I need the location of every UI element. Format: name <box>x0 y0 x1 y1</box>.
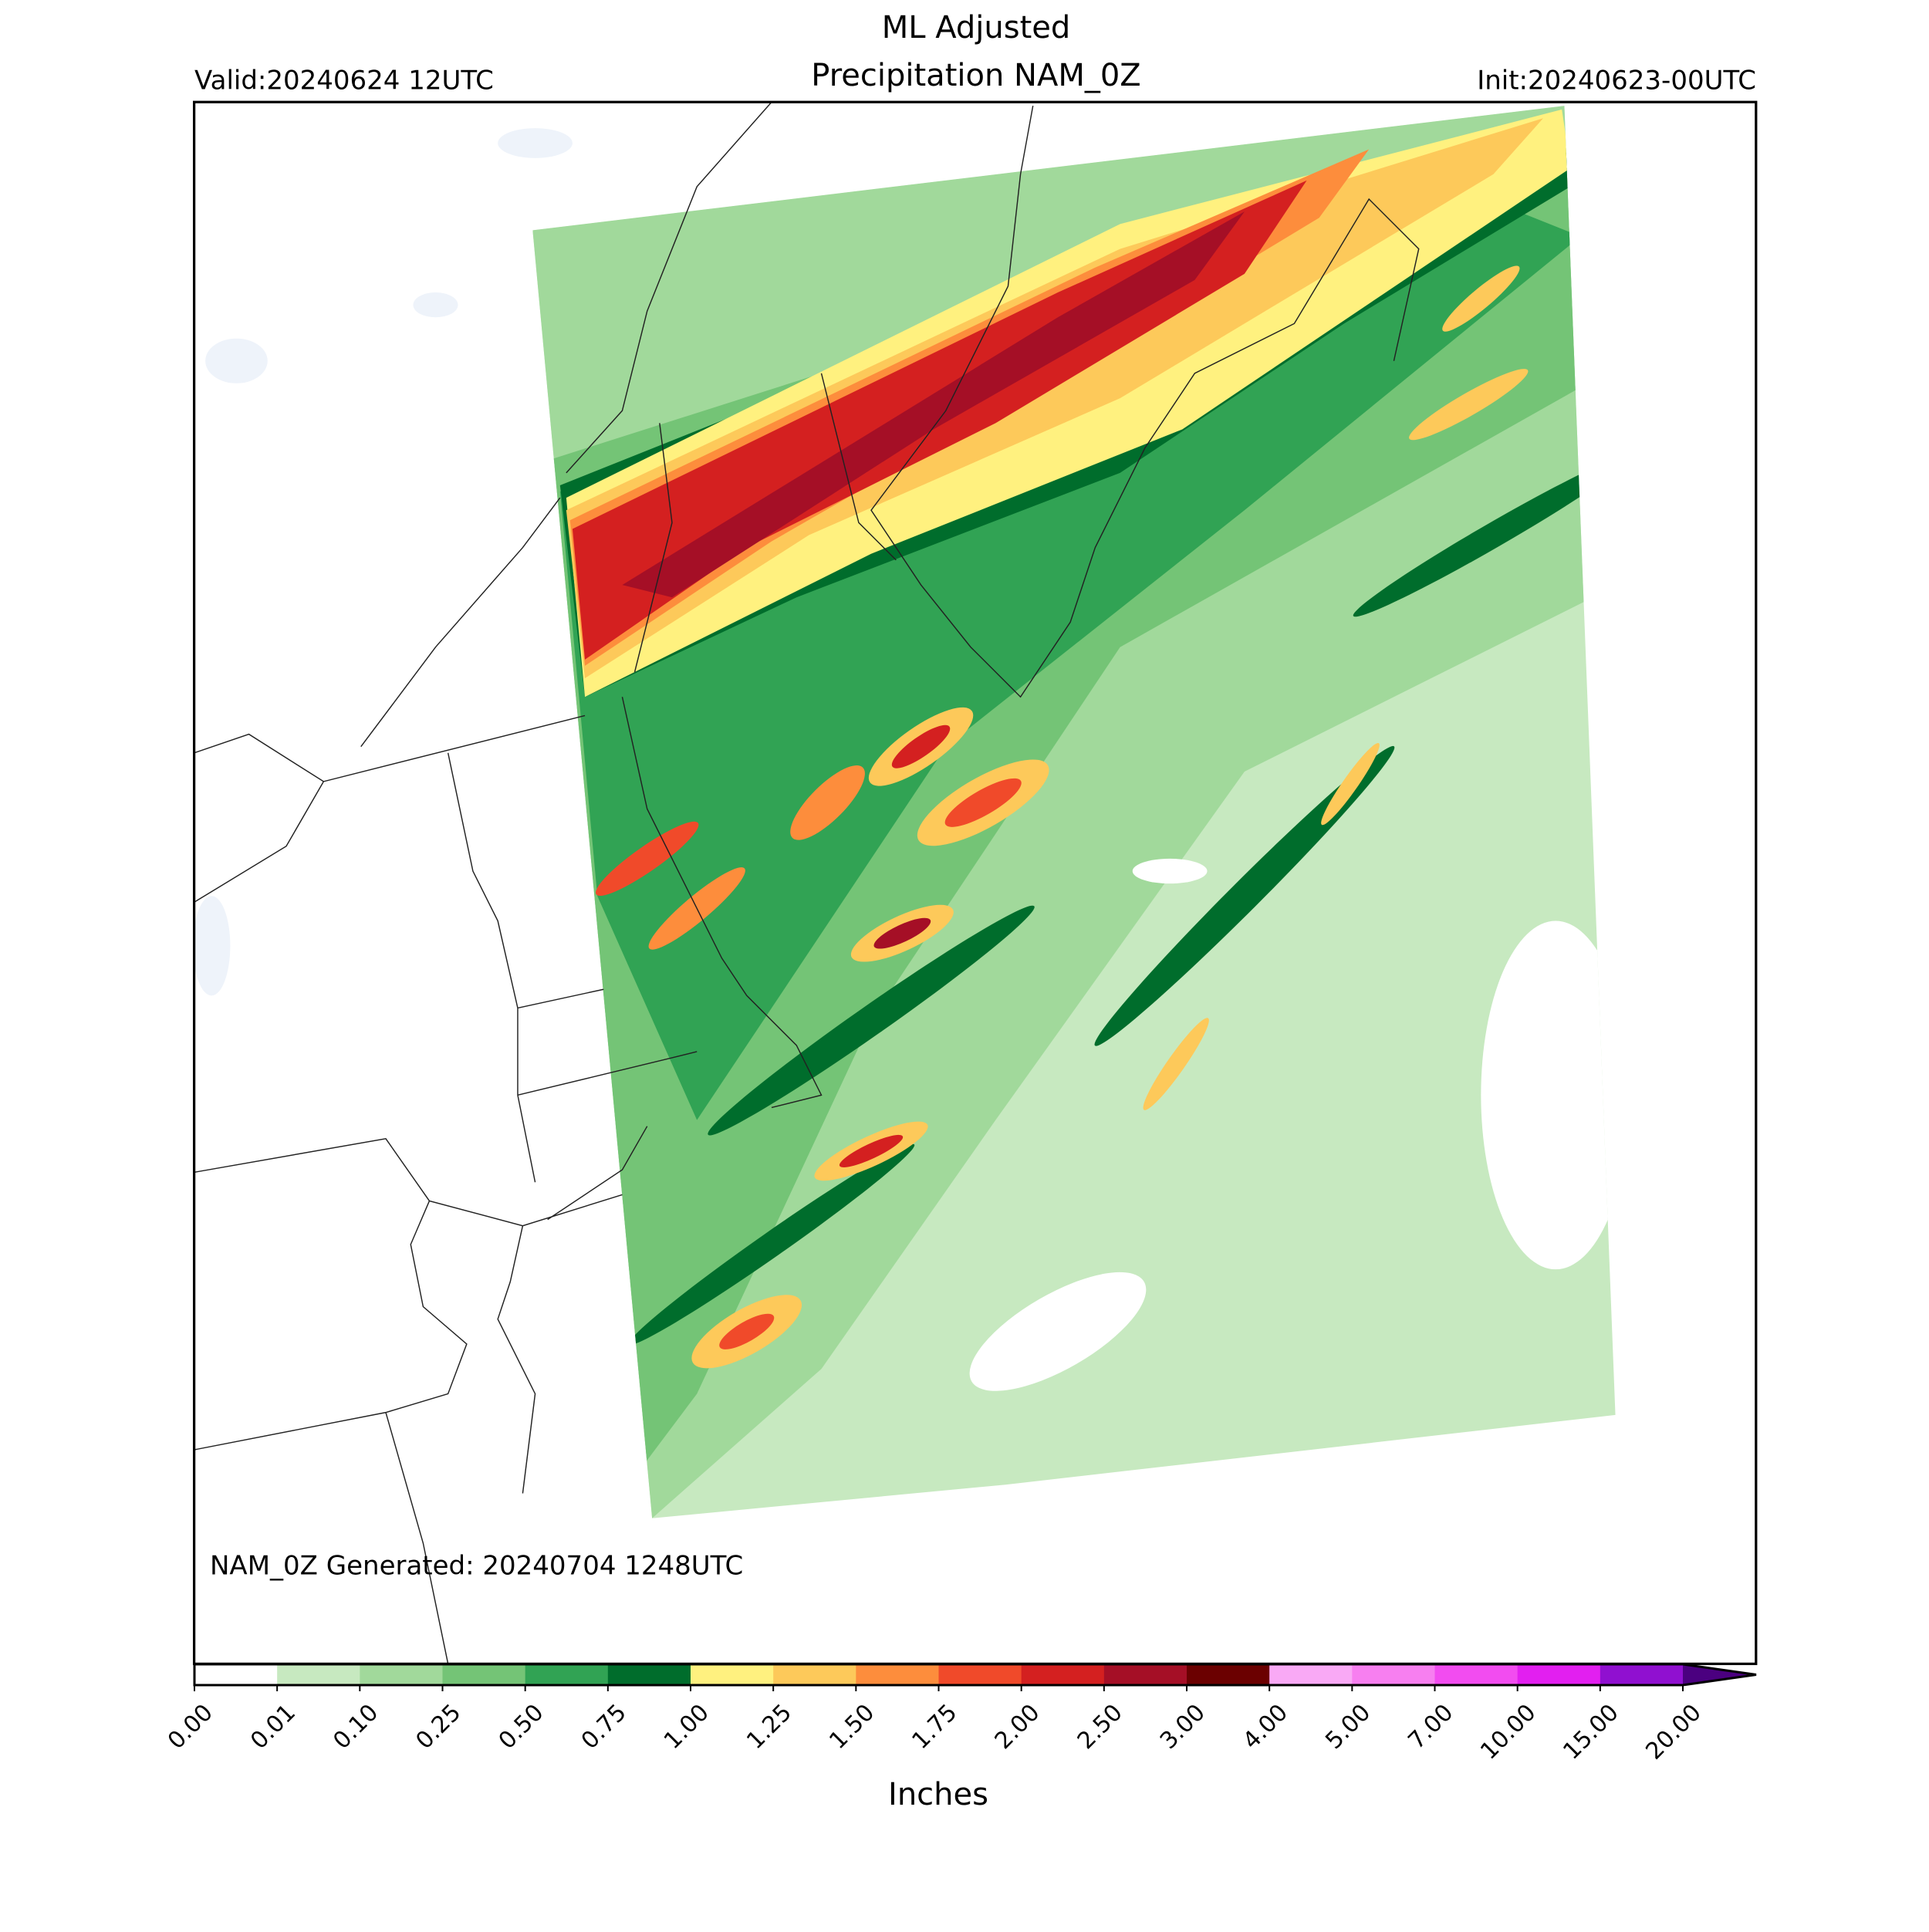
colorbar-segment <box>442 1664 526 1685</box>
colorbar-segment <box>938 1664 1022 1685</box>
colorbar-segment <box>1103 1664 1187 1685</box>
colorbar-tick-label: 3.00 <box>1155 1699 1211 1755</box>
title: Precipitation NAM_0Z <box>811 58 1140 93</box>
colorbar-segment <box>1187 1664 1270 1685</box>
valid-time: Valid:20240624 12UTC <box>194 66 494 96</box>
colorbar-segment <box>1517 1664 1601 1685</box>
title: ML Adjusted <box>882 10 1071 46</box>
storm-cells <box>596 265 1529 1369</box>
colorbar-segment <box>1352 1664 1435 1685</box>
colorbar-tick-label: 0.50 <box>494 1699 549 1755</box>
precip-field <box>532 106 1616 1518</box>
colorbar-segment <box>856 1664 939 1685</box>
colorbar-tick-label: 5.00 <box>1320 1699 1376 1755</box>
colorbar-tick-label: 0.01 <box>245 1699 301 1755</box>
colorbar-tick-label: 15.00 <box>1558 1699 1623 1765</box>
colorbar-tick-label: 1.00 <box>659 1699 715 1755</box>
colorbar-segment <box>194 1664 278 1685</box>
colorbar-tick-label: 1.25 <box>742 1699 797 1755</box>
colorbar-tick-label: 0.10 <box>328 1699 383 1755</box>
map <box>192 100 1758 1666</box>
lakes <box>194 128 573 996</box>
generated-note: NAM_0Z Generated: 20240704 1248UTC <box>210 1551 743 1582</box>
colorbar-label: Inches <box>888 1777 988 1812</box>
boundaries <box>194 102 1420 1664</box>
colorbar-tick-label: 2.50 <box>1073 1699 1128 1755</box>
colorbar-tick-label: 4.00 <box>1238 1699 1293 1755</box>
colorbar-tick-label: 7.00 <box>1403 1699 1458 1755</box>
colorbar-segment <box>1600 1664 1684 1685</box>
colorbar-tick-label: 1.50 <box>824 1699 880 1755</box>
colorbar-tick-label: 1.75 <box>907 1699 962 1755</box>
colorbar: 0.00 0.01 0.10 0.25 0.50 0.75 1.00 1.25 1.50 1.75… <box>163 1663 1757 1765</box>
colorbar-tick-label: 0.75 <box>576 1699 632 1755</box>
colorbar-segment <box>773 1664 856 1685</box>
colorbar-extend <box>1683 1664 1756 1685</box>
colorbar-segment <box>360 1664 443 1685</box>
colorbar-segment <box>1021 1664 1105 1685</box>
colorbar-segment <box>607 1664 691 1685</box>
colorbar-outline <box>193 1663 1757 1687</box>
colorbar-tick-label: 0.00 <box>163 1699 218 1755</box>
colorbar-tick-label: 2.00 <box>990 1699 1046 1755</box>
colorbar-segment <box>1269 1664 1353 1685</box>
init-time: Init:20240623-00UTC <box>1477 66 1756 96</box>
colorbar-segment <box>1434 1664 1519 1685</box>
colorbar-segment <box>691 1664 774 1685</box>
colorbar-segment <box>525 1664 609 1685</box>
colorbar-tick-label: 20.00 <box>1640 1699 1706 1765</box>
colorbar-tick-label: 10.00 <box>1475 1699 1541 1765</box>
colorbar-tick-label: 0.25 <box>410 1699 466 1755</box>
colorbar-segment <box>277 1664 360 1685</box>
